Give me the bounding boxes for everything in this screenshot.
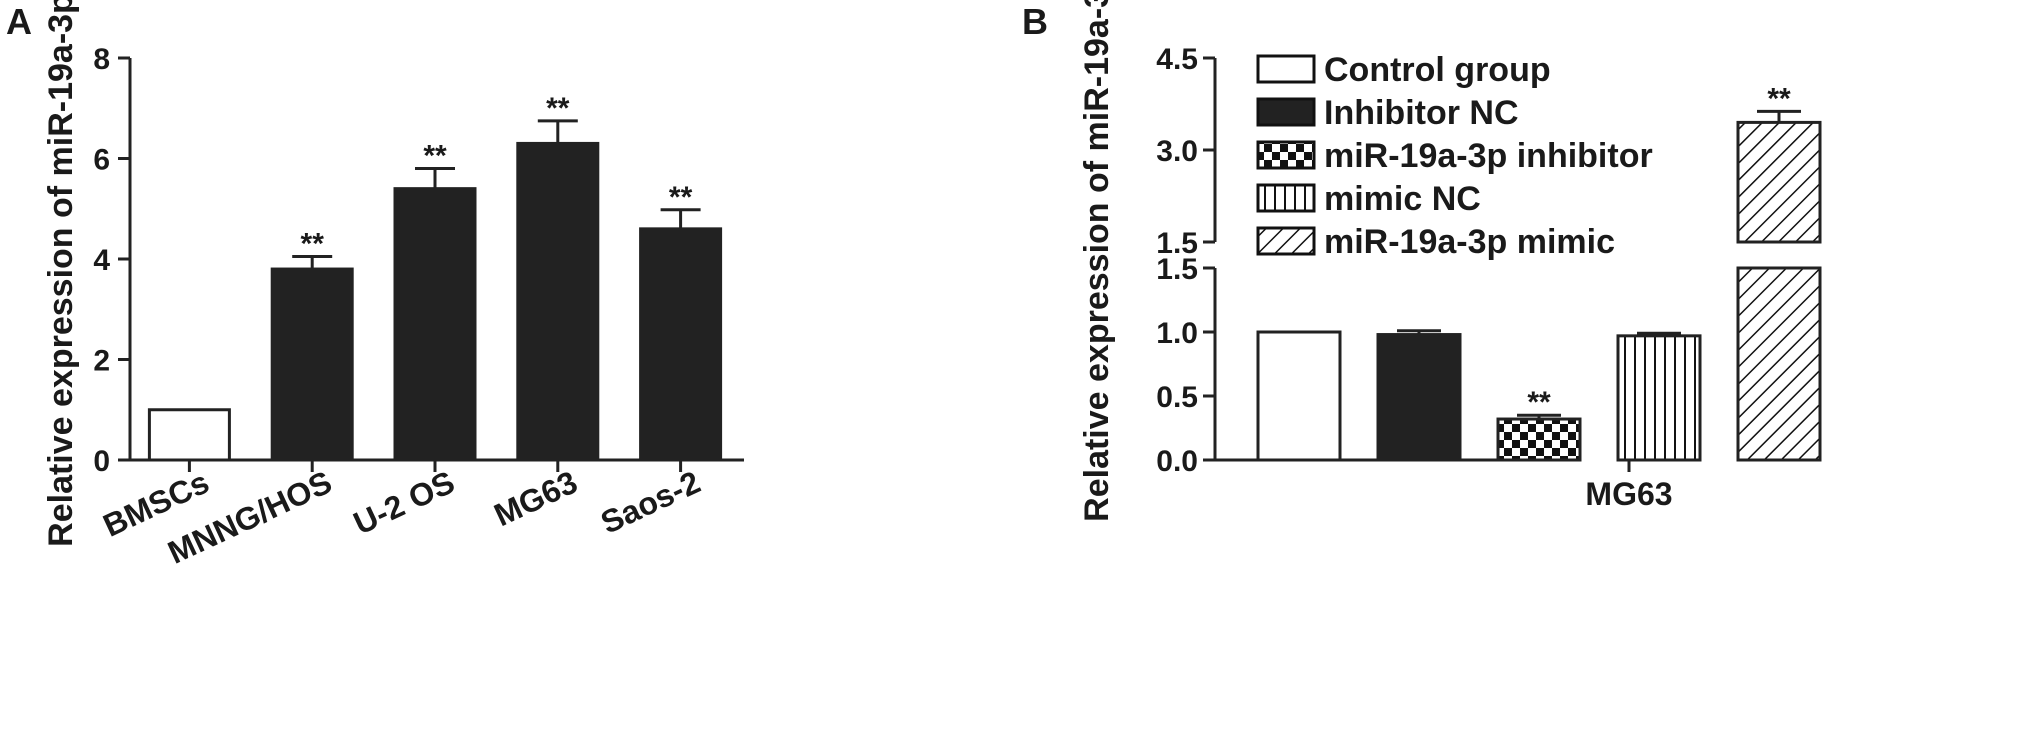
panel-a-y-tick: 8 [93, 43, 130, 76]
legend-item: Control group [1256, 51, 1551, 89]
svg-text:2: 2 [93, 345, 110, 378]
bar [270, 267, 354, 462]
panel-b-significance-labels: ** ** [1527, 82, 1791, 419]
bar [1616, 334, 1702, 462]
svg-text:4.5: 4.5 [1156, 43, 1198, 76]
bar [1496, 417, 1582, 462]
legend-item: miR-19a-3p inhibitor [1256, 137, 1653, 175]
significance-label: ** [669, 181, 693, 214]
panel-b-y-tick: 4.5 [1156, 43, 1215, 76]
significance-label: ** [423, 140, 447, 173]
panel-a-significance-labels: ** ** ** ** [301, 92, 693, 261]
svg-text:1.5: 1.5 [1156, 227, 1198, 260]
significance-label: ** [301, 227, 325, 260]
svg-text:8: 8 [93, 43, 110, 76]
panel-b-y-axis-label: Relative expression of miR-19a-3p [1078, 0, 1116, 522]
svg-text:0.5: 0.5 [1156, 381, 1198, 414]
panel-b-legend: Control group Inhibitor NC miR-19a-3p in… [1256, 51, 1653, 261]
category-label: MG63 [489, 464, 583, 533]
bar [393, 187, 477, 462]
legend-item: miR-19a-3p mimic [1256, 223, 1615, 261]
panel-a-category-labels: BMSCs MNNG/HOS U-2 OS MG63 Saos-2 [98, 464, 706, 571]
bar [1376, 333, 1462, 462]
panel-a-y-tick: 2 [93, 345, 130, 378]
panel-b: B Relative expression of miR-19a-3p 1.5 … [1022, 0, 1822, 522]
bar-upper-segment [1736, 120, 1822, 244]
svg-text:Inhibitor NC: Inhibitor NC [1324, 94, 1519, 132]
bar-lower-segment [1736, 266, 1822, 462]
svg-text:0: 0 [93, 445, 110, 478]
svg-text:4: 4 [93, 244, 110, 277]
legend-item: Inhibitor NC [1256, 94, 1519, 132]
svg-text:miR-19a-3p mimic: miR-19a-3p mimic [1324, 223, 1615, 261]
category-label: U-2 OS [348, 464, 460, 542]
panel-a-letter: A [6, 1, 32, 42]
panel-b-bars [1256, 109, 1822, 462]
panel-a-y-axis-label: Relative expression of miR-19a-3p [42, 0, 80, 547]
panel-b-y-tick: 0.0 [1156, 445, 1215, 478]
panel-b-y-ticks-upper: 1.5 3.0 4.5 [1156, 43, 1215, 260]
svg-text:1.5: 1.5 [1156, 253, 1198, 286]
panel-b-y-tick: 3.0 [1156, 135, 1215, 168]
legend-item: mimic NC [1256, 180, 1481, 218]
bar [516, 141, 600, 462]
svg-text:6: 6 [93, 144, 110, 177]
panel-a-bars [147, 119, 723, 472]
panel-b-y-tick: 1.0 [1156, 317, 1215, 350]
svg-text:1.0: 1.0 [1156, 317, 1198, 350]
significance-label: ** [1767, 82, 1791, 115]
panel-a-y-tick: 0 [93, 445, 130, 478]
svg-text:mimic NC: mimic NC [1324, 180, 1481, 218]
panel-b-y-ticks-lower: 0.0 0.5 1.0 1.5 [1156, 253, 1215, 478]
svg-text:Control group: Control group [1324, 51, 1551, 89]
panel-b-y-tick: 1.5 [1156, 227, 1215, 260]
panel-b-y-tick: 0.5 [1156, 381, 1215, 414]
bar [639, 227, 723, 462]
panel-a-y-tick: 6 [93, 144, 130, 177]
significance-label: ** [1527, 386, 1551, 419]
panel-b-letter: B [1022, 1, 1048, 42]
svg-text:3.0: 3.0 [1156, 135, 1198, 168]
panel-b-x-axis-label: MG63 [1585, 476, 1672, 512]
panel-a-y-ticks: 0 2 4 6 8 [93, 43, 130, 478]
panel-a: A Relative expression of miR-19a-3p 0 2 … [6, 0, 744, 571]
panel-b-y-tick: 1.5 [1156, 253, 1215, 286]
svg-text:0.0: 0.0 [1156, 445, 1198, 478]
svg-text:miR-19a-3p inhibitor: miR-19a-3p inhibitor [1324, 137, 1653, 175]
bar [1256, 330, 1342, 462]
significance-label: ** [546, 92, 570, 125]
panel-a-y-tick: 4 [93, 244, 130, 277]
bar [147, 408, 231, 462]
category-label: Saos-2 [595, 464, 705, 541]
